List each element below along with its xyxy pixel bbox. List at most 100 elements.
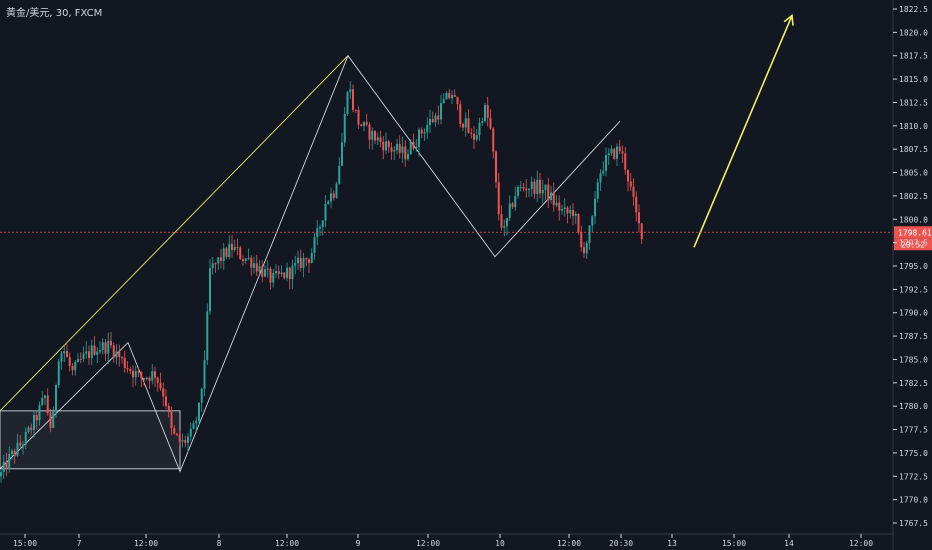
candle-body	[442, 99, 445, 104]
candle-body	[363, 122, 365, 127]
candle-body	[302, 257, 305, 268]
candle-body	[57, 361, 60, 385]
candle-body	[313, 237, 316, 253]
candle-body	[594, 198, 596, 217]
time-tick-label: 14	[784, 539, 794, 548]
price-tick-label: 1822.5	[899, 5, 928, 14]
candle-body	[33, 414, 35, 430]
candle-body	[261, 266, 264, 277]
candle-body	[613, 148, 616, 159]
candle-body	[528, 189, 530, 191]
candle-body	[478, 122, 481, 136]
candles-layer	[0, 80, 643, 483]
candle-body	[335, 183, 338, 198]
candle-body	[434, 115, 437, 123]
candle-body	[371, 131, 374, 140]
candle-body	[555, 202, 558, 206]
time-tick-label: 12:00	[849, 539, 873, 548]
time-axis[interactable]: 15:00 7 12:00 8 12:00 9 12:00 10 12:00 20:30 13 15:…	[0, 533, 893, 548]
candle-body	[203, 360, 206, 389]
price-tick-label: 1802.5	[899, 192, 928, 201]
candle-body	[85, 351, 88, 354]
countdown-label: 20:52	[901, 240, 925, 249]
candle-body	[143, 378, 145, 380]
candle-body	[167, 405, 170, 413]
candle-body	[346, 92, 349, 114]
candle-body	[184, 440, 187, 443]
candle-body	[176, 433, 178, 435]
time-tick-label: 15:00	[13, 539, 37, 548]
time-tick-label: 10	[495, 539, 505, 548]
current-price-tag	[894, 226, 932, 239]
candle-body	[497, 182, 500, 215]
candle-body	[343, 113, 346, 143]
current-price-label: 1798.61	[898, 228, 932, 237]
candle-body	[173, 428, 176, 434]
candle-body	[632, 186, 635, 197]
candle-body	[596, 182, 599, 199]
candle-body	[49, 413, 52, 428]
candle-body	[585, 242, 588, 254]
candle-body	[541, 190, 544, 194]
candle-body	[365, 122, 368, 125]
candle-body	[558, 202, 561, 211]
price-axis[interactable]: 1767.5 1770.0 1772.5 1775.0 1777.5 1780.0 1782…	[892, 0, 928, 550]
candle-body	[481, 121, 484, 123]
candle-body	[486, 105, 489, 118]
candle-body	[473, 133, 475, 140]
candle-body	[324, 203, 327, 221]
candle-body	[41, 398, 44, 405]
candle-body	[24, 431, 27, 445]
candle-body	[255, 263, 258, 272]
arrow-head	[783, 14, 794, 26]
candle-body	[170, 412, 173, 429]
candle-body	[566, 207, 569, 214]
candle-body	[189, 428, 192, 437]
time-tick-label: 12:00	[416, 539, 440, 548]
candle-body	[187, 436, 189, 443]
current-price-layer: 1798.61 20:52	[0, 226, 932, 251]
candle-body	[599, 173, 602, 183]
candle-body	[74, 362, 77, 371]
candle-body	[420, 129, 423, 134]
candle-body	[35, 414, 38, 421]
arrow-shaft	[693, 15, 793, 248]
candle-body	[459, 104, 462, 124]
drawings-layer	[0, 14, 794, 473]
candle-body	[379, 137, 382, 142]
candle-body	[429, 119, 431, 126]
candle-body	[118, 351, 121, 358]
candle-body	[30, 427, 33, 430]
candle-body	[635, 196, 638, 213]
candle-body	[198, 402, 200, 421]
candle-body	[319, 226, 321, 229]
candle-body	[13, 450, 16, 456]
candle-body	[0, 472, 2, 477]
candle-body	[195, 420, 198, 424]
candle-body	[511, 203, 514, 208]
candle-body	[404, 146, 407, 160]
candle-body	[217, 257, 220, 264]
candle-body	[101, 342, 104, 351]
candle-body	[66, 351, 68, 358]
candle-body	[220, 257, 222, 261]
candle-body	[506, 217, 508, 227]
price-tick-label: 1780.0	[899, 402, 928, 411]
candle-body	[352, 89, 354, 110]
price-tick-label: 1782.5	[899, 379, 928, 388]
candle-body	[242, 259, 244, 261]
candle-body	[266, 268, 269, 270]
candle-body	[588, 225, 591, 243]
candle-body	[2, 461, 5, 473]
candle-body	[93, 345, 96, 355]
trend-line	[0, 55, 349, 412]
candle-body	[475, 135, 478, 140]
symbol-title[interactable]: 黄金/美元, 30, FXCM	[6, 8, 103, 19]
candle-body	[60, 353, 63, 362]
candle-body	[431, 119, 434, 123]
candle-body	[390, 147, 393, 152]
candle-body	[327, 201, 330, 204]
price-tick-label: 1807.5	[899, 145, 928, 154]
price-tick-label: 1790.0	[899, 309, 928, 318]
